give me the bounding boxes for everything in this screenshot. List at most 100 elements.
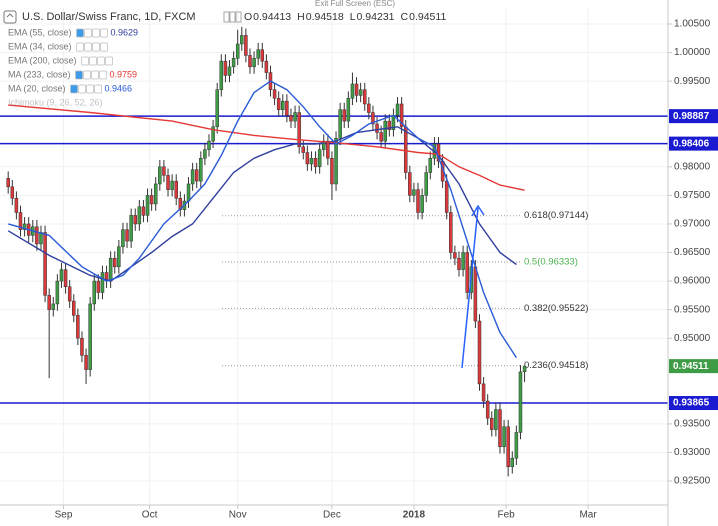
candle-body bbox=[47, 295, 51, 310]
toolbar-text[interactable]: Exit Full Screen (ESC) bbox=[315, 0, 395, 8]
candle-body bbox=[55, 280, 60, 305]
candle-body bbox=[145, 195, 150, 216]
candle-body bbox=[420, 195, 424, 213]
candle-body bbox=[227, 66, 232, 76]
legend-icon[interactable] bbox=[92, 28, 100, 38]
arrow bbox=[461, 207, 479, 369]
candle-body bbox=[371, 112, 375, 125]
candle-body bbox=[338, 109, 342, 139]
candle-body bbox=[92, 280, 97, 305]
ohlc-key: L bbox=[350, 11, 356, 23]
header-icon[interactable] bbox=[223, 11, 230, 23]
candle-body bbox=[326, 140, 330, 159]
legend-icon[interactable] bbox=[86, 84, 94, 94]
legend-icon[interactable] bbox=[81, 56, 89, 66]
candle-body bbox=[490, 417, 494, 430]
overlay bbox=[461, 204, 485, 369]
y-tick-label: 0.99500 bbox=[674, 76, 711, 87]
candle-body bbox=[297, 112, 301, 148]
candle-body bbox=[248, 55, 252, 68]
legend-icon[interactable] bbox=[83, 70, 91, 80]
legend-icon[interactable] bbox=[97, 56, 105, 66]
candle-body bbox=[383, 120, 387, 142]
legend-icon[interactable] bbox=[92, 42, 100, 52]
candle-body bbox=[260, 49, 265, 62]
candle-body bbox=[18, 212, 23, 230]
candle-body bbox=[39, 232, 43, 245]
y-tick-label: 1.00500 bbox=[674, 19, 711, 30]
fib-label: 0.382(0.95522) bbox=[524, 303, 588, 314]
candle-body bbox=[203, 149, 207, 159]
axes: 1.00500 1.00000 0.99500 0.98000 0.97500 0.970… bbox=[55, 19, 718, 521]
candle-body bbox=[166, 175, 170, 190]
x-tick-label: Nov bbox=[229, 510, 247, 521]
candle-body bbox=[244, 35, 248, 56]
candle-body bbox=[317, 149, 322, 168]
ohlc-key: O bbox=[244, 11, 252, 23]
candle-body bbox=[485, 400, 490, 419]
last-price-box bbox=[669, 359, 718, 374]
symbol-title: U.S. Dollar/Swiss Franc, 1D, FXCM bbox=[22, 11, 196, 23]
price-label: 0.98406 bbox=[673, 138, 710, 149]
grid bbox=[0, 8, 668, 505]
x-tick-label: Dec bbox=[323, 510, 341, 521]
legend-icon[interactable] bbox=[100, 28, 108, 38]
legend-icon[interactable] bbox=[76, 42, 84, 52]
candle-body bbox=[96, 280, 101, 293]
candle-body bbox=[350, 83, 355, 99]
y-tick-label: 1.00000 bbox=[674, 47, 711, 58]
candle-body bbox=[424, 172, 428, 196]
candle-body bbox=[518, 371, 523, 433]
collapse-icon[interactable] bbox=[3, 10, 17, 24]
price-label: 0.98887 bbox=[673, 111, 710, 122]
legend-icon[interactable] bbox=[105, 56, 113, 66]
candle-body bbox=[293, 112, 297, 122]
legend-value: 0.9629 bbox=[111, 27, 139, 37]
candle-body bbox=[399, 103, 404, 128]
candle-body bbox=[457, 257, 461, 270]
candle-body bbox=[215, 89, 219, 128]
candle-body bbox=[240, 35, 244, 45]
candle-body bbox=[100, 272, 105, 293]
y-tick-label: 0.92500 bbox=[674, 476, 711, 487]
candle-body bbox=[129, 215, 133, 242]
candle-body bbox=[158, 166, 162, 185]
legend-value: 0.9466 bbox=[105, 83, 133, 93]
ohlc-value: 0.94413 bbox=[253, 11, 291, 23]
indicator-line bbox=[7, 126, 517, 282]
candle-body bbox=[219, 60, 224, 90]
candle-body bbox=[256, 49, 260, 59]
candle-body bbox=[494, 409, 498, 430]
candle-body bbox=[449, 212, 453, 253]
legend-icon[interactable] bbox=[70, 84, 78, 94]
candle-body bbox=[108, 257, 113, 282]
y-tick-label: 0.95500 bbox=[674, 304, 711, 315]
x-tick-label: Sep bbox=[55, 510, 73, 521]
candle-body bbox=[281, 100, 285, 110]
candle-body bbox=[231, 58, 236, 68]
candle-body bbox=[121, 229, 125, 248]
ohlc-value: 0.94511 bbox=[409, 11, 446, 23]
legend-icon[interactable] bbox=[89, 56, 97, 66]
legend-icon[interactable] bbox=[91, 70, 99, 80]
header-icon[interactable] bbox=[235, 11, 242, 23]
legend-icon[interactable] bbox=[84, 42, 92, 52]
legend-name: EMA (34, close) bbox=[8, 41, 72, 51]
legend-icon[interactable] bbox=[100, 42, 108, 52]
candle-body bbox=[395, 103, 400, 116]
collapse-icon-arrow bbox=[6, 13, 14, 18]
header-icon[interactable] bbox=[229, 11, 236, 23]
legend-icon[interactable] bbox=[76, 28, 84, 38]
candle-body bbox=[43, 232, 47, 296]
legend-icon[interactable] bbox=[78, 84, 86, 94]
legend-icon[interactable] bbox=[75, 70, 83, 80]
ohlc-value: 0.94231 bbox=[357, 11, 395, 23]
y-tick-label: 0.93000 bbox=[674, 447, 711, 458]
candle-body bbox=[465, 252, 469, 293]
candle-body bbox=[506, 426, 510, 467]
legend-icon[interactable] bbox=[84, 28, 92, 38]
legend-icon[interactable] bbox=[94, 84, 102, 94]
legend-icon[interactable] bbox=[99, 70, 107, 80]
candle-body bbox=[137, 206, 142, 225]
